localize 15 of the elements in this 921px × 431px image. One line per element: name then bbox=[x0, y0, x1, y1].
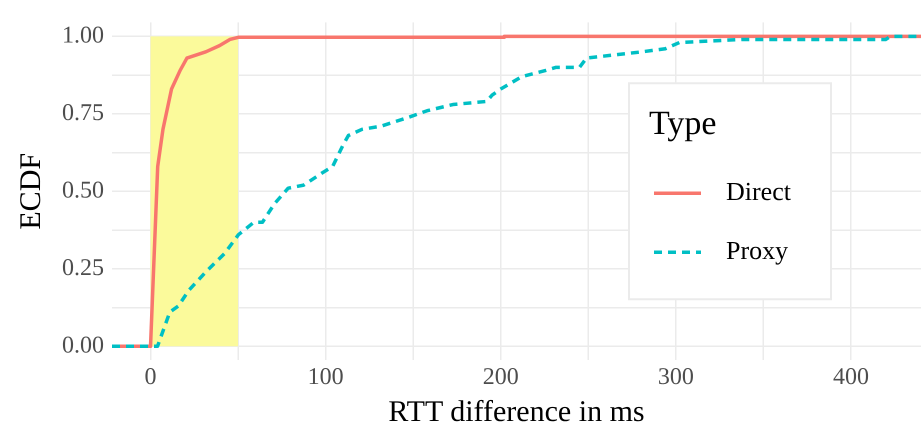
legend-label: Direct bbox=[726, 177, 792, 206]
x-tick-label: 200 bbox=[482, 364, 519, 390]
y-tick-label: 0.75 bbox=[62, 100, 104, 126]
legend-title: Type bbox=[649, 105, 716, 142]
x-axis-title: RTT difference in ms bbox=[388, 394, 645, 428]
x-tick-label: 300 bbox=[658, 364, 694, 390]
x-tick-label: 0 bbox=[144, 364, 157, 390]
x-tick-label: 100 bbox=[308, 364, 344, 390]
y-tick-label: 0.50 bbox=[62, 178, 104, 204]
text: 0.00 bbox=[62, 332, 104, 359]
y-tick-label: 1.00 bbox=[62, 22, 104, 49]
x-tick-label: 400 bbox=[832, 364, 869, 390]
legend-label: Proxy bbox=[726, 236, 788, 266]
y-axis-title: ECDF bbox=[14, 152, 47, 230]
y-tick-label: 0.25 bbox=[62, 255, 104, 282]
